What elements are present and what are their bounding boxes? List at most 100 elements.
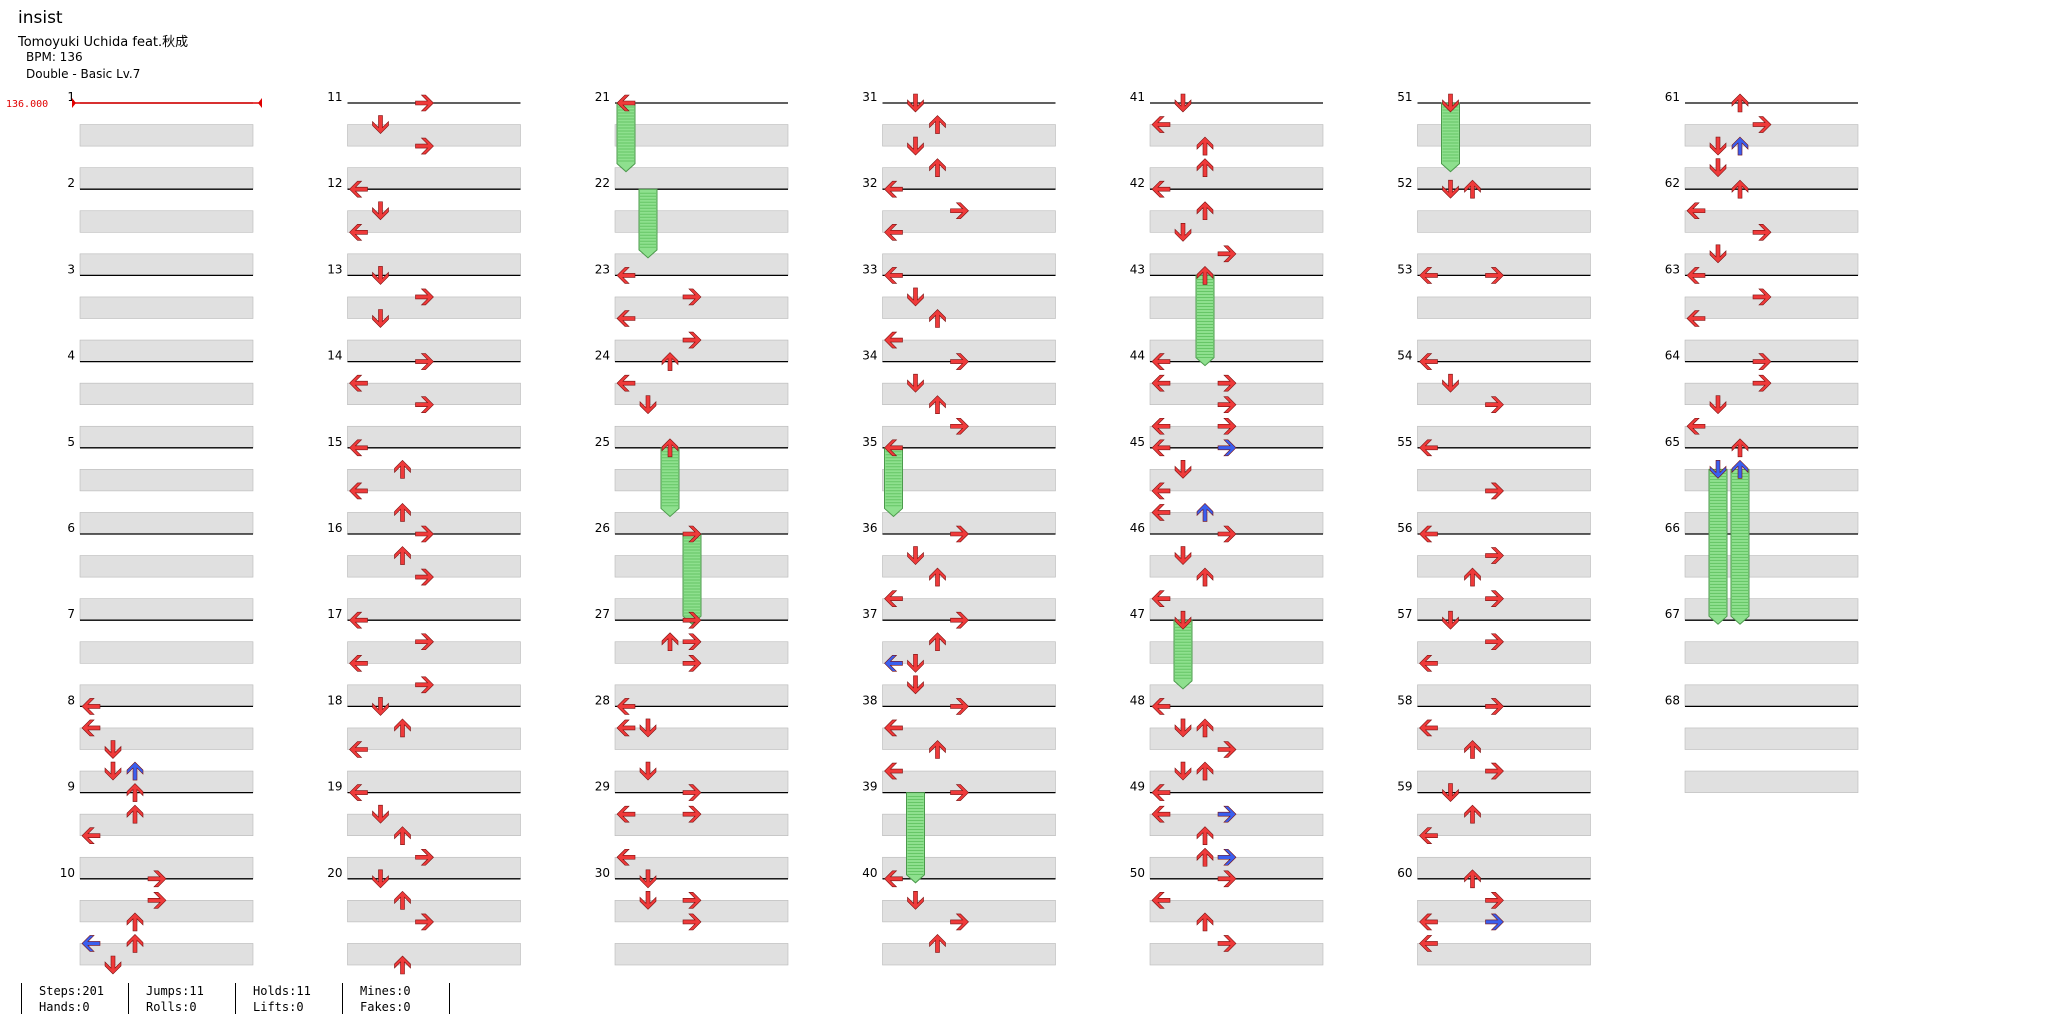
- beat-band: [79, 382, 254, 405]
- measure-number: 45: [1130, 435, 1145, 449]
- arrow-shape: [372, 309, 389, 328]
- measure-48: 48: [1130, 693, 1324, 793]
- arrow-shape: [1464, 179, 1481, 199]
- measure-64: 64: [1665, 349, 1859, 449]
- beat-band: [882, 296, 1056, 319]
- arrow-shape: [1217, 741, 1237, 758]
- arrow-shape: [394, 459, 411, 479]
- arrow-right: [1217, 417, 1237, 435]
- arrow-shape: [929, 567, 946, 587]
- measure-44: 44: [1130, 349, 1324, 449]
- measure-number: 9: [67, 780, 75, 794]
- measure-62: 62: [1665, 176, 1859, 276]
- arrow-up: [1196, 136, 1214, 156]
- arrow-shape: [415, 848, 434, 866]
- arrow-left: [1151, 417, 1171, 435]
- arrow-left: [1151, 353, 1171, 370]
- arrow-left: [1151, 439, 1171, 457]
- arrow-shape: [1196, 201, 1214, 221]
- arrow-up: [1196, 158, 1214, 177]
- measure-number: 17: [327, 607, 342, 621]
- measure-number: 2: [67, 176, 75, 190]
- beat-band: [882, 469, 1056, 492]
- measure-21: 21: [595, 90, 789, 190]
- measure-30: 30: [595, 866, 789, 966]
- stat-holds-lifts: Holds:11 Lifts:0: [253, 983, 311, 1015]
- arrow-down: [907, 287, 924, 307]
- arrow-shape: [1752, 116, 1772, 133]
- arrow-down: [907, 546, 924, 565]
- footer-divider: [342, 983, 343, 1014]
- beat-band: [1417, 943, 1591, 966]
- beat-band: [347, 598, 521, 621]
- arrow-right: [682, 913, 702, 931]
- arrow-down: [907, 136, 924, 156]
- arrow-shape: [682, 633, 702, 651]
- beat-band: [1417, 167, 1591, 190]
- measure-number: 52: [1397, 176, 1412, 190]
- measure-number: 50: [1130, 866, 1145, 880]
- arrow-left: [1151, 892, 1171, 909]
- arrow-shape: [1419, 353, 1438, 370]
- arrow-down: [907, 373, 924, 393]
- arrow-down: [372, 804, 389, 824]
- arrow-left: [616, 848, 636, 866]
- arrow-shape: [1442, 373, 1459, 393]
- stat-mines-fakes: Mines:0 Fakes:0: [360, 983, 411, 1015]
- beat-band: [1417, 296, 1591, 319]
- arrow-shape: [929, 158, 946, 177]
- beat-band: [1417, 641, 1591, 664]
- arrow-left: [81, 719, 101, 737]
- beat-band: [882, 900, 1056, 923]
- arrow-right: [415, 848, 434, 866]
- beat-band: [347, 770, 521, 793]
- beat-band: [614, 641, 789, 664]
- arrow-shape: [1419, 719, 1438, 737]
- bpm-end-tick: [258, 98, 262, 108]
- measure-number: 58: [1397, 693, 1412, 707]
- arrow-right: [1485, 762, 1504, 780]
- beat-band: [79, 469, 254, 492]
- arrow-left: [1419, 654, 1438, 672]
- beat-band: [1684, 382, 1859, 405]
- arrow-down: [907, 891, 924, 910]
- arrow-right: [1485, 590, 1504, 607]
- arrow-shape: [950, 913, 969, 931]
- measure-11: 11: [327, 90, 521, 190]
- arrow-shape: [1174, 460, 1192, 479]
- bpm-marker: 136.000: [6, 98, 262, 110]
- arrow-shape: [349, 482, 368, 500]
- arrow-down: [104, 740, 122, 759]
- arrow-shape: [907, 653, 924, 673]
- arrow-down: [1442, 179, 1459, 199]
- measure-number: 20: [327, 866, 342, 880]
- arrow-down: [1709, 244, 1727, 264]
- arrow-shape: [1709, 244, 1727, 264]
- arrow-shape: [884, 439, 903, 457]
- measure-12: 12: [327, 176, 521, 276]
- arrow-left: [616, 719, 636, 737]
- stat-steps-hands: Steps:201 Hands:0: [39, 983, 104, 1015]
- arrow-shape: [1196, 826, 1214, 846]
- arrow-right: [1485, 396, 1504, 414]
- measure-59: 59: [1397, 780, 1591, 880]
- arrow-shape: [884, 267, 903, 284]
- arrow-shape: [929, 632, 946, 652]
- measure-47: 47: [1130, 607, 1324, 707]
- arrow-shape: [1464, 740, 1481, 759]
- measure-number: 51: [1397, 90, 1412, 104]
- arrow-shape: [884, 331, 903, 349]
- beat-band: [1417, 382, 1591, 405]
- arrow-shape: [1196, 912, 1214, 932]
- arrow-shape: [682, 611, 702, 629]
- measure-53: 53: [1397, 262, 1591, 362]
- arrow-right: [682, 633, 702, 651]
- arrow-shape: [682, 525, 702, 543]
- measure-32: 32: [862, 176, 1056, 276]
- beat-band: [882, 684, 1056, 707]
- measure-4: 4: [67, 349, 254, 449]
- arrow-left: [1151, 482, 1171, 500]
- beat-band: [1417, 339, 1591, 362]
- beat-band: [347, 382, 521, 405]
- arrow-shape: [372, 201, 389, 221]
